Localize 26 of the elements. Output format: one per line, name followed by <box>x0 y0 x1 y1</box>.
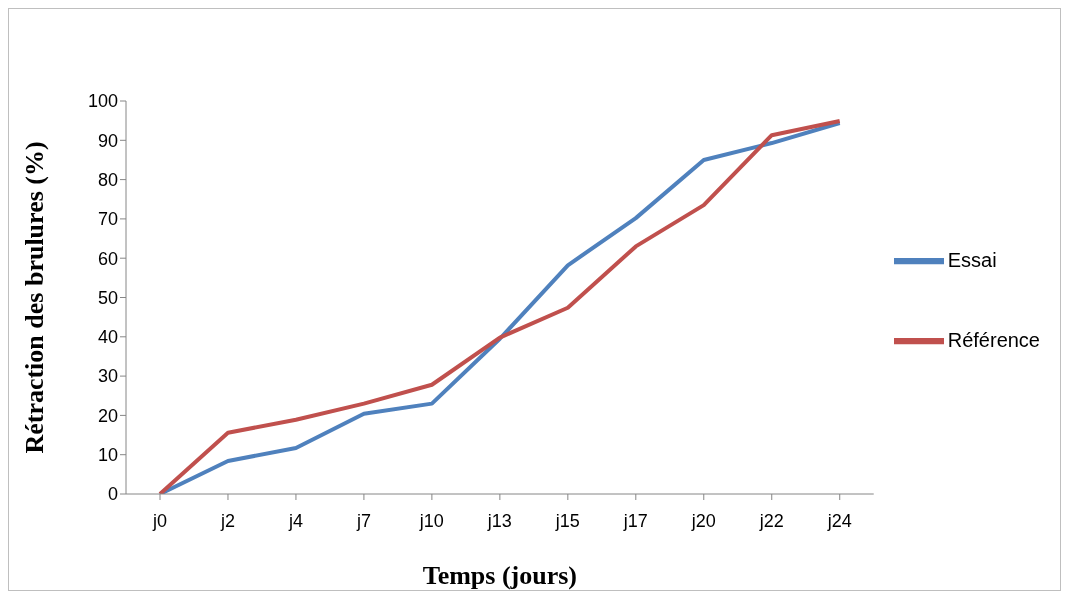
y-tick-label: 80 <box>97 169 118 190</box>
x-tick-label: j10 <box>418 510 444 531</box>
x-tick-label: j2 <box>219 510 235 531</box>
x-tick-label: j15 <box>554 510 580 531</box>
x-tick-label: j22 <box>758 510 784 531</box>
x-tick-label: j4 <box>287 510 303 531</box>
y-axis-title: Rétraction des brulures (%) <box>20 141 50 454</box>
legend-label: Essai <box>947 248 997 271</box>
y-tick-label: 40 <box>97 327 118 348</box>
x-tick-label: j24 <box>826 510 852 531</box>
y-tick-label: 10 <box>97 445 118 466</box>
y-tick-label: 30 <box>97 366 118 387</box>
x-tick-label: j17 <box>622 510 648 531</box>
x-axis-title: Temps (jours) <box>422 561 578 590</box>
y-tick-label: 20 <box>97 405 118 426</box>
y-tick-label: 100 <box>87 91 118 112</box>
legend-label: Référence <box>947 328 1040 351</box>
y-tick-label: 60 <box>97 248 118 269</box>
x-tick-label: j0 <box>151 510 168 531</box>
y-tick-label: 70 <box>97 209 118 230</box>
x-tick-label: j7 <box>355 510 371 531</box>
x-tick-label: j13 <box>486 510 512 531</box>
y-tick-label: 50 <box>97 287 118 308</box>
y-tick-label: 0 <box>107 484 118 505</box>
x-tick-label: j20 <box>690 510 716 531</box>
y-tick-label: 90 <box>97 130 118 151</box>
